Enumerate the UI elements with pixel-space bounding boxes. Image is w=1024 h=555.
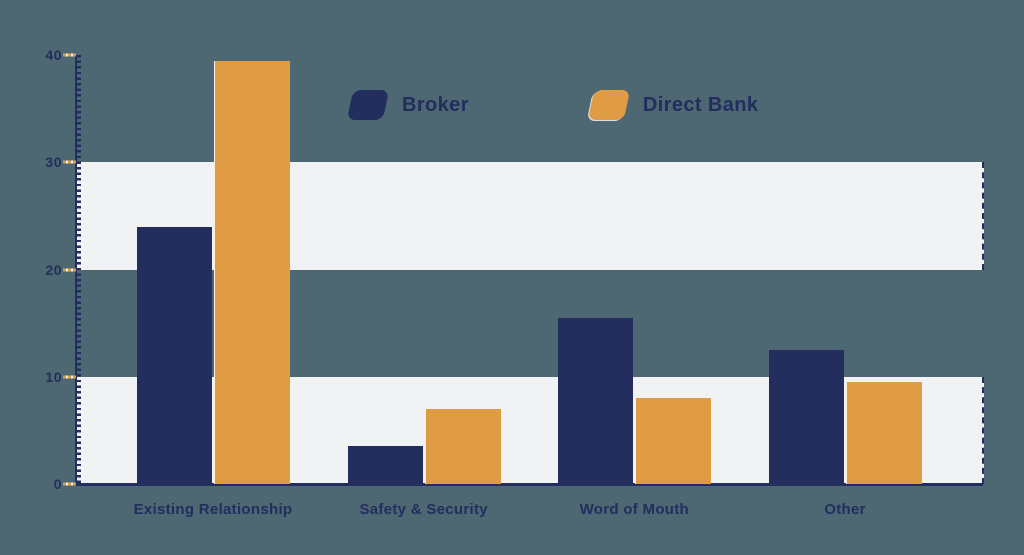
category-label-word-of-mouth: Word of Mouth — [579, 501, 689, 518]
bar-direct-bank-word-of-mouth — [635, 398, 712, 484]
direct-bank-swatch-icon — [587, 90, 631, 120]
x-axis-line — [75, 483, 983, 486]
broker-swatch-icon — [346, 90, 390, 120]
bar-direct-bank-safety-security — [424, 408, 501, 484]
y-tick-mark-40 — [63, 53, 76, 57]
bar-broker-other — [769, 350, 844, 484]
legend-label-broker: Broker — [402, 93, 469, 116]
category-label-safety-security: Safety & Security — [359, 501, 488, 518]
legend: Broker Direct Bank — [346, 90, 759, 120]
y-tick-label-40: 40 — [45, 47, 62, 64]
y-tick-mark-0 — [63, 482, 76, 486]
y-tick-mark-10 — [63, 375, 76, 379]
bar-broker-safety-security — [347, 446, 423, 484]
bar-broker-word-of-mouth — [558, 317, 634, 484]
bar-broker-existing-relationship — [137, 226, 212, 484]
y-tick-label-20: 20 — [45, 261, 62, 278]
legend-item-direct-bank: Direct Bank — [587, 90, 759, 120]
y-axis-minor-ticks — [77, 55, 81, 484]
y-axis-line — [75, 55, 77, 486]
legend-label-direct-bank: Direct Bank — [642, 93, 759, 116]
y-tick-label-10: 10 — [45, 368, 62, 385]
category-label-existing-relationship: Existing Relationship — [133, 501, 293, 518]
legend-item-broker: Broker — [346, 90, 469, 120]
category-label-other: Other — [824, 501, 866, 518]
y-tick-mark-30 — [63, 160, 76, 164]
y-tick-label-30: 30 — [45, 154, 62, 171]
y-tick-label-0: 0 — [53, 476, 62, 492]
y-tick-mark-20 — [63, 268, 76, 272]
bar-direct-bank-existing-relationship — [214, 60, 290, 484]
bar-direct-bank-other — [846, 382, 922, 484]
